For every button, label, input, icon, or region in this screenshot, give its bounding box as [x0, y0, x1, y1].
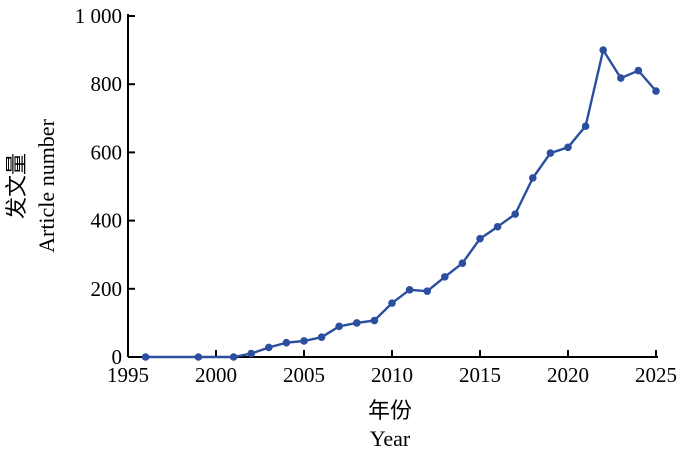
x-tick-label: 2005	[283, 363, 325, 387]
y-tick-label: 1 000	[75, 4, 122, 28]
data-point	[229, 353, 238, 361]
y-tick-label: 800	[91, 72, 123, 96]
x-tick-label: 2015	[459, 363, 501, 387]
data-point	[476, 234, 484, 243]
data-point	[529, 174, 537, 182]
x-axis-label-en: Year	[370, 426, 411, 451]
y-tick-label: 0	[112, 345, 123, 369]
data-point	[247, 349, 255, 358]
data-point	[317, 333, 326, 342]
data-point	[405, 286, 414, 294]
data-point	[194, 353, 203, 361]
data-point	[441, 273, 449, 281]
x-tick-label: 1995	[107, 363, 149, 387]
data-point	[511, 210, 519, 218]
data-point	[300, 337, 308, 345]
data-point	[353, 319, 361, 327]
data-point	[282, 338, 291, 347]
series-line	[145, 48, 657, 359]
x-tick-label: 2025	[635, 363, 677, 387]
data-point	[581, 122, 590, 130]
data-point	[335, 322, 344, 331]
data-point	[423, 287, 432, 295]
data-point	[652, 87, 660, 95]
data-point	[564, 143, 572, 152]
data-point	[370, 316, 379, 325]
x-tick-label: 2000	[195, 363, 237, 387]
y-tick-label: 200	[91, 277, 123, 301]
data-point	[634, 66, 643, 75]
data-point	[265, 343, 273, 352]
data-point	[599, 46, 607, 54]
data-point	[141, 353, 150, 361]
tick-labels: 1995 2000 2005 2010 2015 2020 2025 0 200 400 600 80…	[75, 4, 677, 387]
x-axis-label-cn: 年份	[368, 398, 412, 423]
y-tick-label: 600	[91, 140, 123, 164]
data-point	[493, 222, 502, 231]
data-point	[546, 149, 555, 157]
x-tick-label: 2010	[371, 363, 413, 387]
y-axis-label-cn: 发文量	[4, 153, 29, 219]
data-point	[617, 74, 625, 82]
data-point	[388, 299, 396, 307]
ticks	[127, 15, 657, 358]
series-group	[141, 46, 660, 361]
y-tick-label: 400	[91, 209, 123, 233]
y-axis-label-en: Article number	[34, 118, 59, 252]
data-point	[458, 259, 467, 268]
x-tick-label: 2020	[547, 363, 589, 387]
